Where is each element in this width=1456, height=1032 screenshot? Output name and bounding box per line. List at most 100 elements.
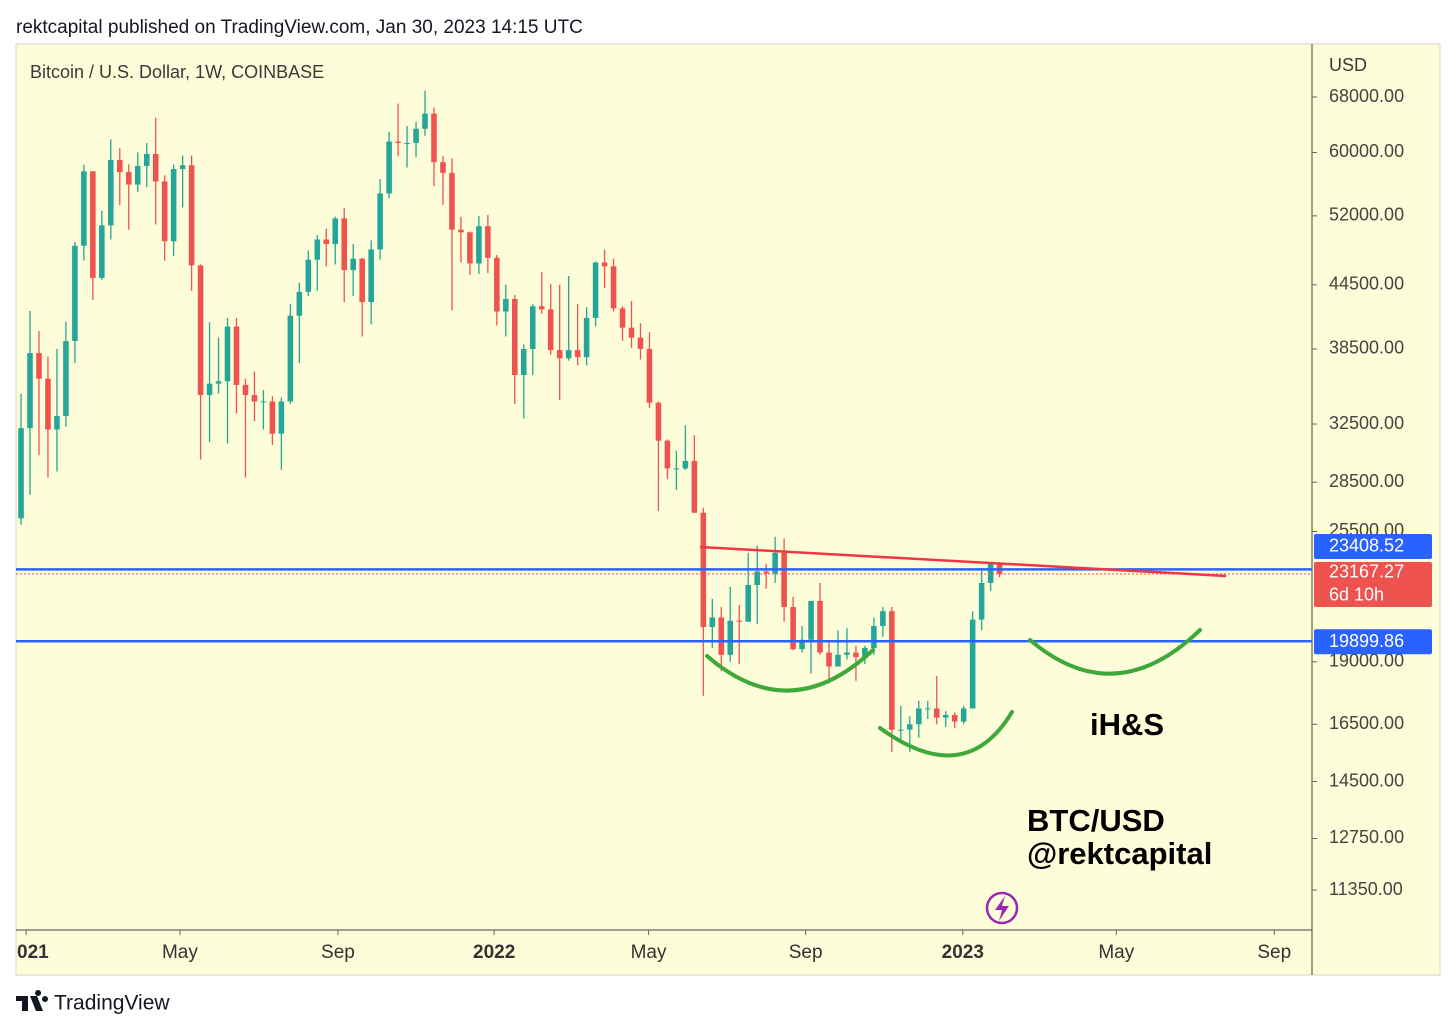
candle-body	[54, 415, 60, 430]
candle-body	[449, 172, 455, 230]
candle-body	[871, 625, 877, 649]
candle-body	[736, 620, 743, 622]
candle-body	[99, 225, 105, 278]
right-shoulder-curve	[1028, 628, 1202, 676]
candle-body	[485, 226, 491, 258]
candle-body	[583, 317, 590, 358]
pair-label: BTC/USD	[1027, 803, 1165, 838]
candle-body	[565, 350, 572, 359]
candle-body	[547, 309, 554, 351]
candle-body	[143, 153, 150, 166]
x-tick-label: Sep	[1257, 942, 1291, 963]
candle-body	[314, 239, 321, 260]
trend-line	[699, 545, 1227, 578]
candle-body	[907, 724, 913, 730]
candle-body	[835, 654, 841, 667]
candle-body	[152, 153, 159, 182]
left-shoulder-curve	[705, 648, 875, 693]
candle-body	[889, 611, 895, 730]
candle-body	[610, 266, 617, 309]
x-tick-label: May	[1098, 942, 1134, 963]
lightning-bolt	[995, 896, 1009, 921]
candle-body	[987, 562, 994, 583]
y-tick-label: 28500.00	[1329, 471, 1404, 491]
candle-body	[619, 308, 626, 328]
candle-body	[933, 708, 940, 718]
candle-body	[260, 401, 267, 403]
candle-body	[718, 617, 725, 655]
candle-body	[655, 402, 662, 441]
candle-body	[691, 460, 698, 513]
brand-name: TradingView	[54, 992, 170, 1015]
candle-body	[233, 326, 240, 385]
candle-body	[215, 381, 222, 384]
candle-body	[682, 460, 689, 469]
chart-frame	[15, 43, 1441, 976]
candle-body	[440, 162, 446, 173]
candle-body	[323, 239, 330, 244]
candle-body	[978, 582, 985, 620]
candle-body	[422, 113, 428, 129]
candle-body	[862, 648, 868, 658]
candle-body	[924, 708, 931, 710]
candle-body	[188, 165, 195, 266]
logo-mark	[16, 990, 43, 1011]
candle-body	[494, 257, 500, 312]
candle-body	[790, 607, 796, 650]
candle-body	[377, 193, 383, 250]
candle-body	[853, 652, 859, 658]
candle-body	[960, 708, 967, 722]
candle-body	[134, 165, 141, 185]
x-tick-label: 2022	[473, 942, 515, 963]
candle-body	[125, 172, 132, 185]
x-tick-label: Sep	[789, 942, 823, 963]
candle-body	[916, 708, 922, 725]
logo-dot	[42, 996, 48, 1002]
candle-body	[476, 226, 482, 264]
countdown-label: 6d 10h	[1329, 585, 1384, 605]
candle-body	[763, 571, 769, 574]
candle-body	[431, 113, 437, 163]
lightning-icon[interactable]	[985, 891, 1019, 925]
y-tick-label: 11350.00	[1329, 879, 1403, 899]
y-tick-label: 16500.00	[1329, 713, 1404, 733]
candle-body	[224, 326, 231, 382]
candle-body	[781, 552, 787, 608]
candle-body	[458, 229, 464, 233]
candle-body	[538, 306, 545, 310]
candle-body	[359, 258, 365, 303]
y-tick-label: 32500.00	[1329, 413, 1404, 433]
candle-body	[36, 353, 42, 379]
candle-body	[799, 639, 805, 650]
author-label: @rektcapital	[1027, 836, 1212, 871]
candle-body	[341, 218, 348, 271]
candle-body	[574, 350, 581, 358]
candle-body	[18, 428, 24, 519]
candle-body	[512, 299, 518, 376]
candle-body	[646, 348, 653, 403]
candle-body	[386, 141, 392, 194]
annotations: Bitcoin / U.S. Dollar, 1W, COINBASE USD …	[30, 55, 1367, 925]
candle-body	[269, 401, 276, 434]
level-badge	[1314, 533, 1432, 559]
y-tick-label: 12750.00	[1329, 827, 1404, 847]
x-tick-label: Sep	[321, 942, 355, 963]
x-tick-label: May	[162, 942, 198, 963]
candle-body	[808, 600, 814, 640]
symbol-title: Bitcoin / U.S. Dollar, 1W, COINBASE	[30, 62, 324, 82]
candle-body	[601, 262, 608, 267]
level-label: 23408.52	[1329, 536, 1404, 556]
candle-body	[72, 245, 78, 342]
candle-body	[467, 232, 473, 264]
y-tick-label: 60000.00	[1329, 141, 1404, 161]
candle-body	[503, 299, 509, 312]
candle-body	[278, 401, 285, 434]
candle-body	[673, 468, 680, 470]
candle-body	[404, 142, 410, 144]
y-tick-label: 52000.00	[1329, 205, 1404, 225]
candle-body	[116, 159, 123, 173]
x-tick-label: 2023	[942, 942, 984, 963]
candle-body	[745, 584, 751, 622]
candle-body	[844, 652, 850, 655]
